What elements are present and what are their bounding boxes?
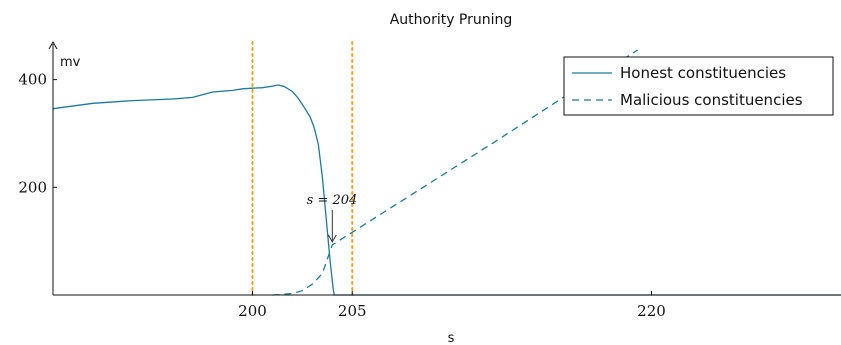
series-group (53, 49, 841, 296)
vertical-markers (251, 41, 354, 296)
axes: 200 205 220 200 400 (18, 40, 841, 320)
legend-box (563, 56, 834, 116)
annotation-arrowhead (327, 234, 337, 243)
annotation-group: s = 204 (307, 193, 358, 243)
x-tick-label: 220 (637, 302, 666, 320)
series-line-honest (53, 84, 841, 296)
x-axis-label: s (448, 331, 455, 345)
x-tick-label: 200 (238, 302, 267, 320)
chart-title: Authority Pruning (390, 12, 513, 28)
series-line-malicious (272, 49, 638, 296)
x-tick-label: 205 (338, 302, 367, 320)
y-axis-label: mv (60, 55, 81, 70)
y-tick-label: 400 (18, 71, 47, 89)
annotation-label: s = 204 (307, 193, 358, 208)
legend-label: Malicious constituencies (620, 91, 803, 109)
legend: Honest constituencies Malicious constitue… (563, 56, 834, 116)
y-axis-arrow (48, 40, 58, 50)
y-tick-label: 200 (18, 178, 47, 196)
legend-label: Honest constituencies (620, 64, 786, 82)
